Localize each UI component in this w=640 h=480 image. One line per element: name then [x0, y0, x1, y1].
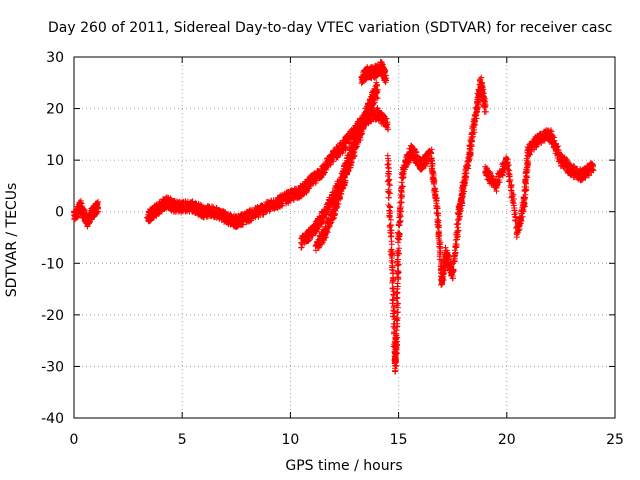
data-point	[390, 313, 397, 320]
data-point	[192, 200, 199, 207]
y-tick-label: -20	[41, 308, 64, 324]
y-tick-label: -10	[41, 256, 64, 272]
data-point	[256, 208, 263, 215]
data-point	[384, 152, 391, 159]
tick-labels: 0 5 10 15 20 25 -40 -30 -20 -10 0 10 20 30	[41, 50, 624, 448]
data-point	[387, 233, 394, 240]
data-point	[442, 244, 449, 251]
x-tick-label: 0	[70, 432, 79, 448]
y-tick-label: 20	[46, 102, 64, 118]
plot-frame	[73, 56, 616, 419]
y-tick-label: -40	[41, 411, 64, 427]
y-tick-label: 10	[46, 153, 64, 169]
ticks	[73, 56, 616, 419]
data-point	[95, 205, 102, 212]
y-tick-label: 30	[46, 50, 64, 66]
x-tick-label: 5	[178, 432, 187, 448]
data-point	[385, 165, 392, 172]
data-point	[388, 241, 395, 248]
y-tick-label: 0	[55, 205, 64, 221]
data-point	[319, 163, 326, 170]
data-point	[509, 199, 516, 206]
data-point	[454, 221, 461, 228]
data-point	[323, 166, 330, 173]
data-point	[95, 198, 102, 205]
x-tick-label: 10	[281, 432, 299, 448]
x-tick-label: 25	[606, 432, 624, 448]
data-point	[384, 161, 391, 168]
data-point	[385, 194, 392, 201]
data-point	[94, 209, 101, 216]
chart-title: Day 260 of 2011, Sidereal Day-to-day VTE…	[48, 20, 612, 36]
data-point	[94, 199, 101, 206]
data-point	[385, 177, 392, 184]
data-point	[395, 261, 402, 268]
grid	[74, 57, 615, 418]
data-point	[330, 158, 337, 165]
data-point	[388, 232, 395, 239]
data-points	[71, 58, 597, 375]
x-tick-label: 15	[390, 432, 408, 448]
y-axis-label: SDTVAR / TECUs	[4, 183, 20, 298]
y-tick-label: -30	[41, 359, 64, 375]
x-tick-label: 20	[498, 432, 516, 448]
data-point	[386, 203, 393, 210]
data-point	[387, 216, 394, 223]
x-axis-label: GPS time / hours	[285, 458, 402, 474]
